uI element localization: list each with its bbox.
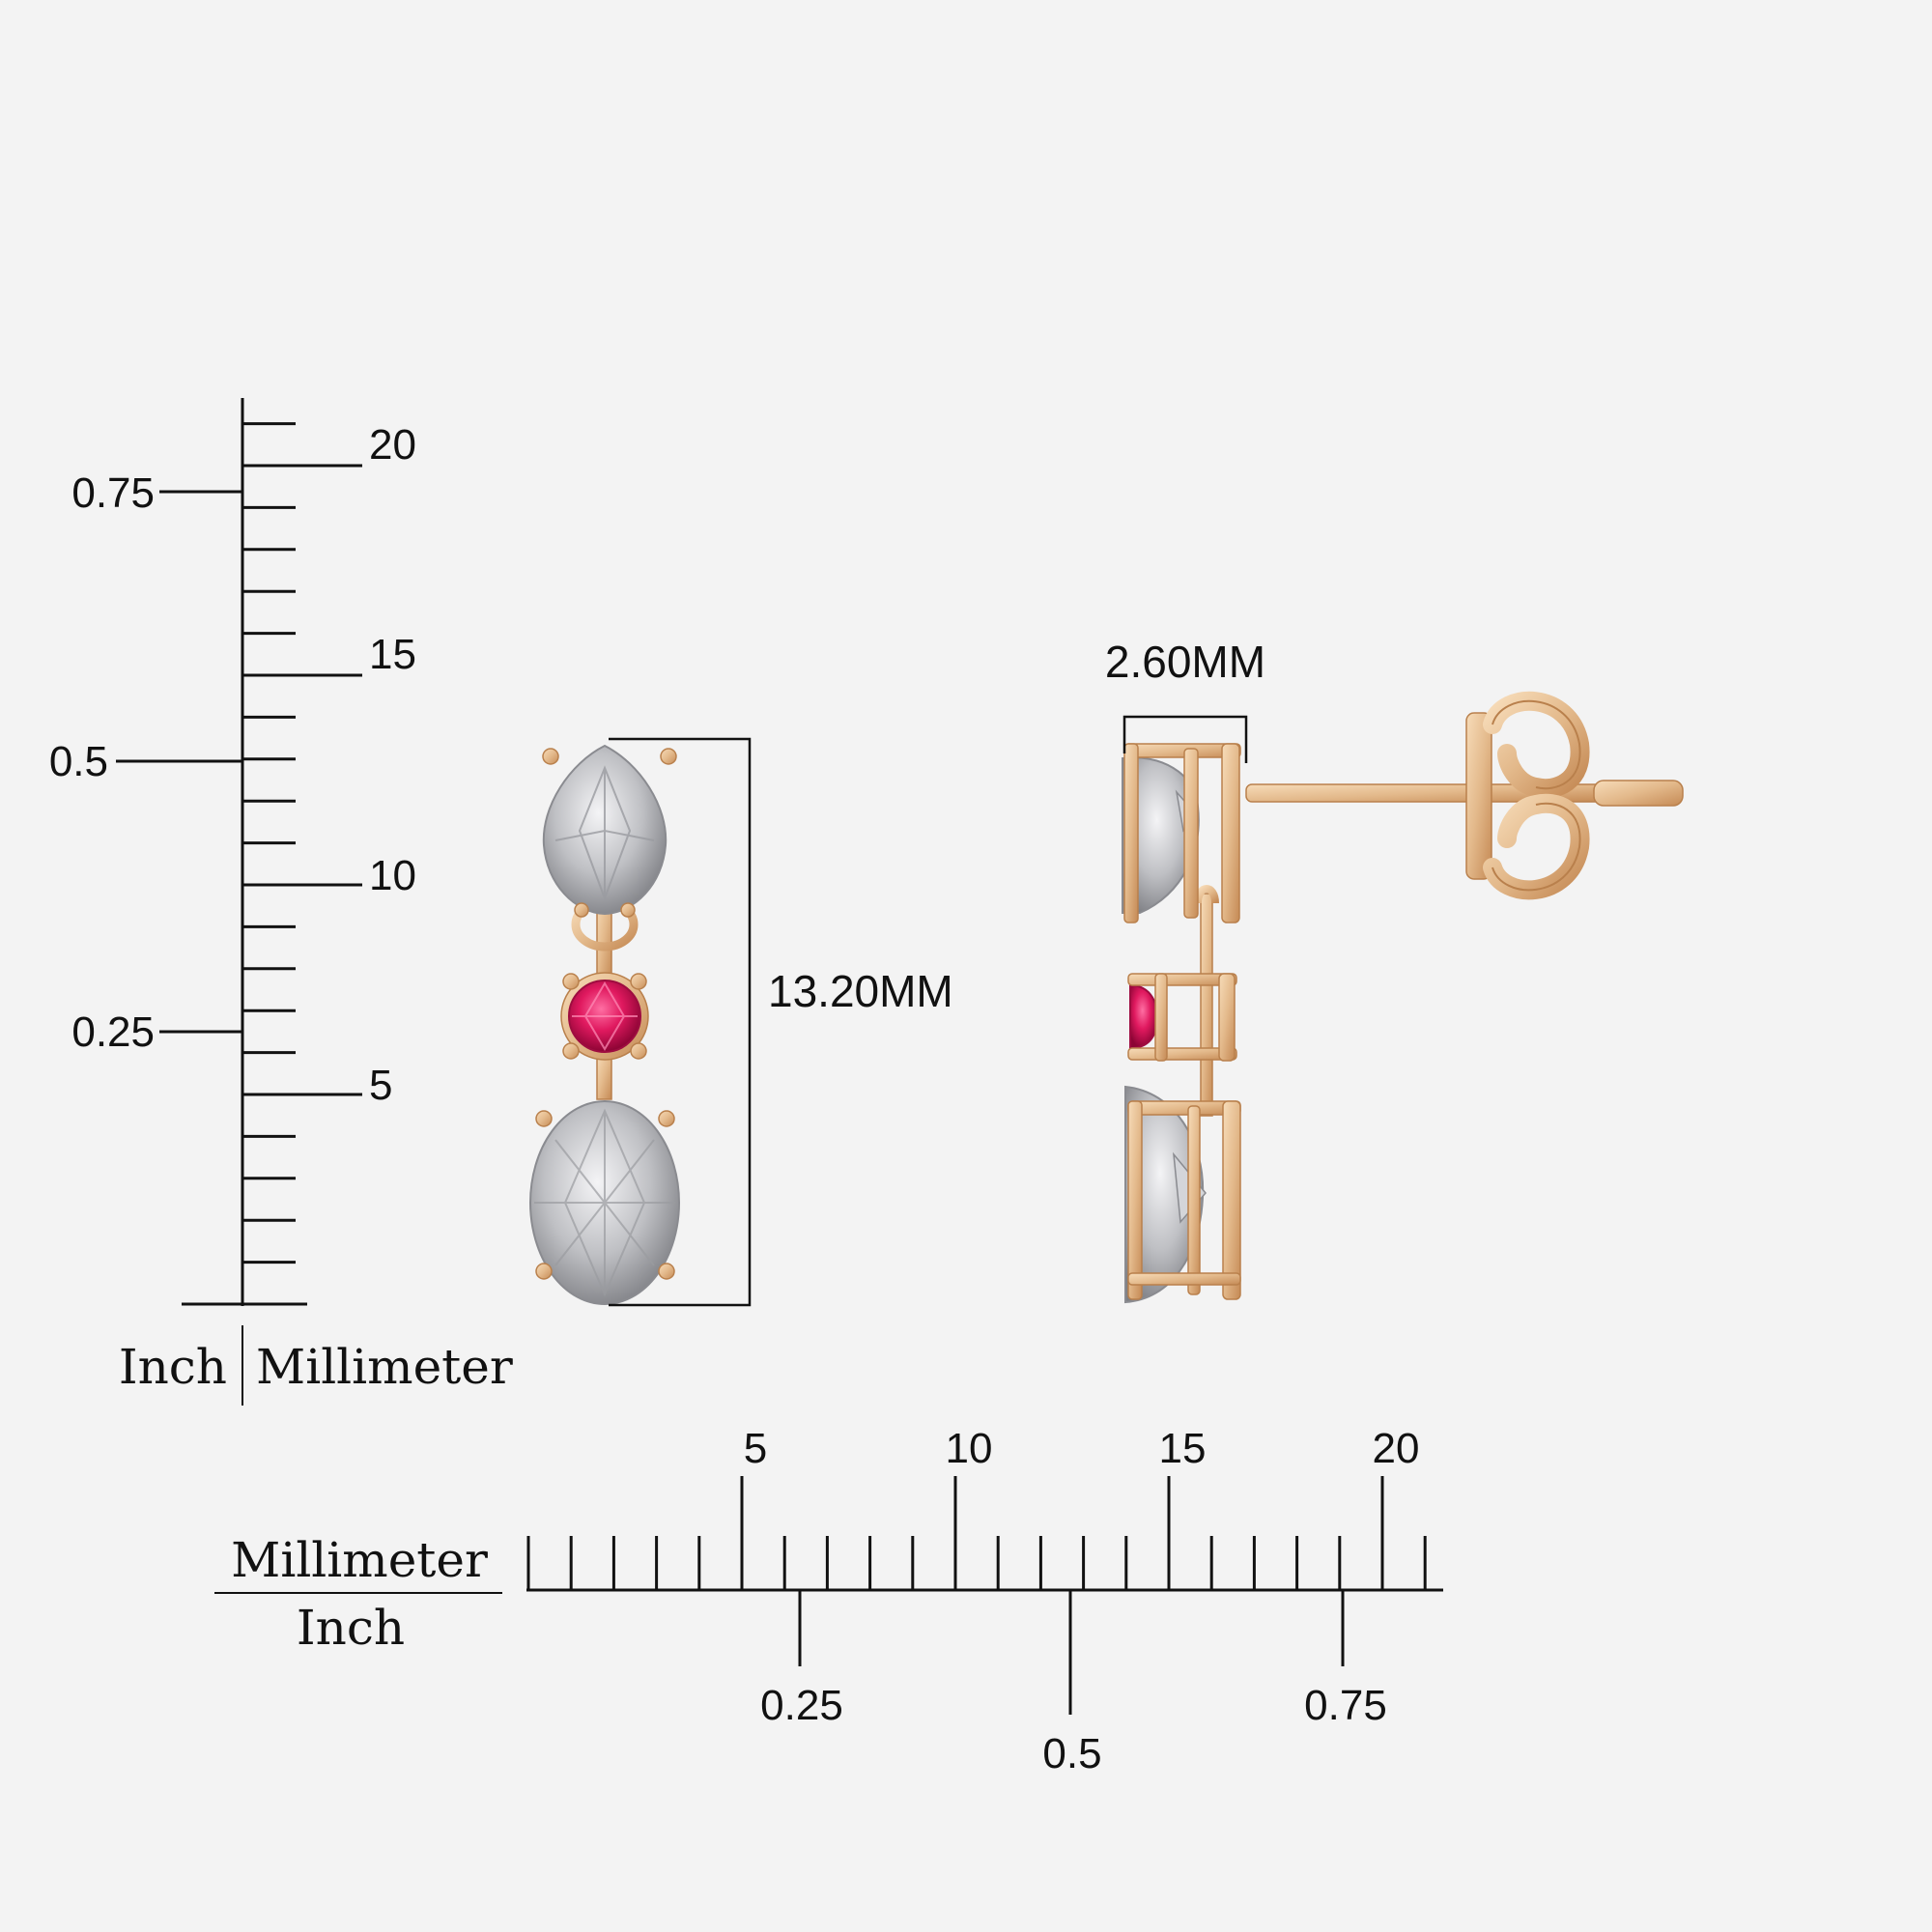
oval-prong-br	[659, 1264, 674, 1279]
v-inch-label-0-75: 0.75	[71, 469, 155, 517]
v-mm-label-15: 15	[369, 631, 416, 678]
horizontal-inch-labels: 0.25 0.5 0.75	[760, 1682, 1387, 1777]
pear-prong-br	[621, 903, 635, 917]
h-mm-label-5: 5	[744, 1425, 767, 1472]
width-label: 2.60MM	[1105, 637, 1265, 687]
horizontal-unit-legend: Millimeter Inch	[214, 1532, 502, 1656]
h-unit-inch: Inch	[297, 1600, 405, 1656]
h-mm-label-20: 20	[1373, 1425, 1420, 1472]
ruby-prong-br	[631, 1043, 646, 1059]
side-ruby-stone	[1128, 974, 1236, 1061]
pear-prong-left	[543, 749, 558, 764]
horizontal-inch-ticks	[800, 1590, 1343, 1715]
side-oval-diamond	[1125, 1087, 1240, 1302]
oval-prong-tr	[659, 1111, 674, 1126]
side-pear-diamond	[1122, 744, 1240, 923]
vertical-inch-ticks	[116, 492, 242, 1032]
vertical-ruler	[116, 398, 362, 1306]
horizontal-mm-ticks	[528, 1476, 1425, 1590]
oval-diamond	[530, 1101, 679, 1304]
v-mm-label-5: 5	[369, 1062, 392, 1109]
h-inch-label-0-5: 0.5	[1042, 1730, 1101, 1777]
earring-front-icon	[530, 746, 679, 1304]
pear-prong-right	[661, 749, 676, 764]
v-unit-inch: Inch	[119, 1339, 227, 1395]
v-inch-label-0-5: 0.5	[49, 738, 108, 785]
ruby-prong-bl	[563, 1043, 579, 1059]
horizontal-mm-labels: 5 10 15 20	[744, 1425, 1420, 1472]
ruby-stone	[561, 973, 648, 1060]
h-inch-label-0-75: 0.75	[1304, 1682, 1387, 1729]
vertical-mm-labels: 5 10 15 20	[369, 421, 416, 1109]
pear-prong-bl	[575, 903, 588, 917]
h-mm-label-10: 10	[946, 1425, 993, 1472]
v-inch-label-0-25: 0.25	[71, 1009, 155, 1056]
oval-prong-bl	[536, 1264, 552, 1279]
length-label: 13.20MM	[768, 966, 953, 1016]
vertical-unit-legend: Inch Millimeter	[119, 1325, 513, 1406]
h-unit-mm: Millimeter	[231, 1532, 488, 1588]
earring-post-tip	[1594, 781, 1683, 806]
ruby-prong-tr	[631, 974, 646, 989]
side-stem	[1201, 894, 1212, 1116]
oval-prong-tl	[536, 1111, 552, 1126]
vertical-mm-ticks	[242, 424, 362, 1263]
ruby-prong-tl	[563, 974, 579, 989]
earring-side-icon	[1122, 701, 1683, 1302]
v-mm-label-20: 20	[369, 421, 416, 469]
v-unit-mm: Millimeter	[256, 1339, 513, 1395]
horizontal-ruler	[526, 1476, 1443, 1715]
h-mm-label-15: 15	[1159, 1425, 1207, 1472]
v-mm-label-10: 10	[369, 852, 416, 899]
h-inch-label-0-25: 0.25	[760, 1682, 843, 1729]
pear-diamond	[543, 746, 676, 917]
